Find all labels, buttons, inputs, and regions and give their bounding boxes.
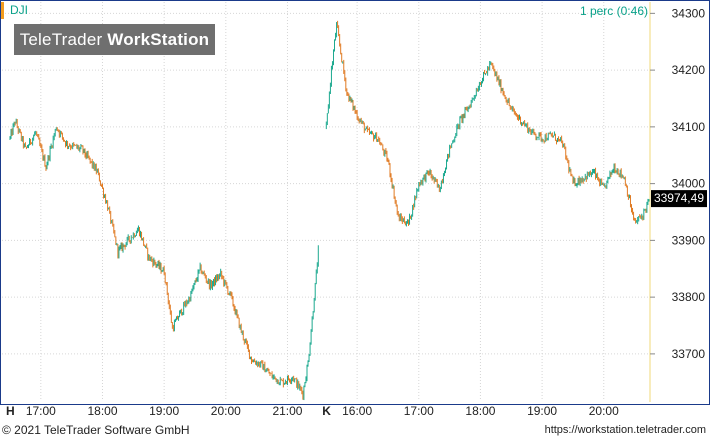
copyright-text: © 2021 TeleTrader Software GmbH xyxy=(2,423,190,437)
interval-label[interactable]: 1 perc (0:46) xyxy=(579,4,648,18)
y-tick-label: 33700 xyxy=(672,347,706,361)
logo-text-workstation: WorkStation xyxy=(107,30,210,49)
x-tick-label: 18:00 xyxy=(465,404,495,418)
y-tick-label: 34000 xyxy=(672,177,706,191)
symbol-label[interactable]: DJI xyxy=(1,2,28,19)
last-price-label: 33974,49 xyxy=(654,191,704,205)
last-price-marker: 33974,49 xyxy=(651,190,707,208)
x-tick-label: 20:00 xyxy=(211,404,241,418)
y-tick-label: 33900 xyxy=(672,233,706,247)
website-url[interactable]: https://workstation.teletrader.com xyxy=(544,424,706,436)
y-tick-label: 34100 xyxy=(672,120,706,134)
x-tick-label: 20:00 xyxy=(589,404,619,418)
y-tick-label: 34300 xyxy=(672,6,706,20)
session-marker-h: H xyxy=(6,404,15,418)
x-tick-label: 16:00 xyxy=(342,404,372,418)
y-tick-label: 33800 xyxy=(672,290,706,304)
teletrader-logo: TeleTrader WorkStation xyxy=(14,24,215,55)
x-tick-label: 18:00 xyxy=(87,404,117,418)
logo-text-teletrader: TeleTrader xyxy=(19,30,108,49)
x-tick-label: 19:00 xyxy=(527,404,557,418)
x-tick-label: 19:00 xyxy=(149,404,179,418)
y-tick-label: 34200 xyxy=(672,63,706,77)
x-tick-label: 17:00 xyxy=(404,404,434,418)
x-tick-label: 17:00 xyxy=(26,404,56,418)
x-tick-label: 21:00 xyxy=(272,404,302,418)
session-marker-k: K xyxy=(322,404,331,418)
